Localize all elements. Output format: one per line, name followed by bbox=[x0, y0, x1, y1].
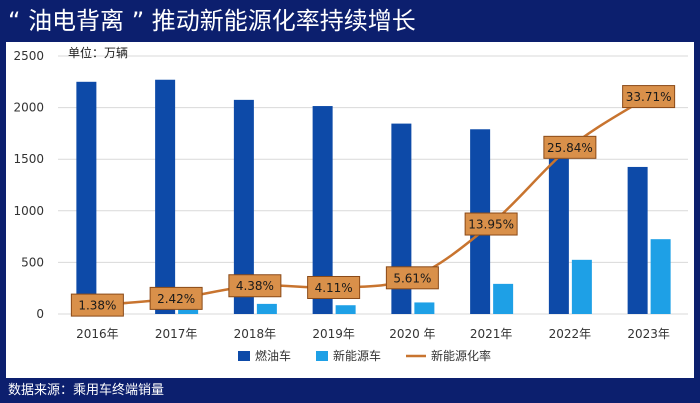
chart-panel: 0 500 1000 1500 2000 2500 2016年 2017年 2018年 2019年… bbox=[6, 42, 694, 378]
x-tick-label: 2016年 bbox=[76, 327, 119, 341]
legend-swatch-fuel bbox=[238, 351, 250, 361]
y-tick-label: 1000 bbox=[13, 204, 44, 218]
bar-fuel bbox=[233, 99, 254, 314]
data-label: 1.38% bbox=[78, 299, 116, 313]
data-label-box bbox=[307, 275, 361, 299]
bar-fuel bbox=[155, 79, 176, 315]
legend-label-nev: 新能源车 bbox=[333, 348, 381, 363]
data-source: 数据来源：乘用车终端销量 bbox=[8, 383, 165, 398]
data-label: 4.11% bbox=[315, 281, 353, 295]
bar-nev bbox=[335, 305, 356, 314]
x-tick-label: 2018年 bbox=[234, 327, 277, 341]
x-tick-label: 2019年 bbox=[312, 327, 355, 341]
x-tick-label: 2022年 bbox=[549, 327, 592, 341]
data-label-box bbox=[149, 286, 203, 310]
data-label: 2.42% bbox=[157, 292, 195, 306]
bar-fuel bbox=[627, 166, 648, 314]
data-label-box bbox=[622, 85, 676, 109]
y-tick-label: 2000 bbox=[13, 101, 44, 115]
bar-nev bbox=[650, 239, 671, 314]
data-label-box bbox=[543, 135, 597, 159]
bar-nev bbox=[414, 302, 435, 314]
y-tick-label: 0 bbox=[36, 307, 44, 321]
y-tick-label: 1500 bbox=[13, 152, 44, 166]
y-tick-label: 2500 bbox=[13, 49, 44, 63]
x-tick-label: 2017年 bbox=[155, 327, 198, 341]
data-label-box bbox=[385, 266, 439, 290]
data-label: 25.84% bbox=[547, 141, 593, 155]
legend-label-fuel: 燃油车 bbox=[255, 348, 291, 363]
bar-nev bbox=[493, 283, 514, 314]
bar-nev bbox=[178, 308, 199, 314]
legend-swatch-nev bbox=[316, 351, 328, 361]
data-label-box bbox=[70, 293, 124, 317]
x-tick-label: 2020 年 bbox=[389, 327, 435, 341]
bar-fuel bbox=[548, 158, 569, 314]
data-label-box bbox=[464, 212, 518, 236]
bar-fuel bbox=[312, 106, 333, 314]
bar-nev bbox=[256, 303, 277, 314]
y-tick-label: 500 bbox=[21, 255, 44, 269]
x-tick-label: 2021年 bbox=[470, 327, 513, 341]
bar-fuel bbox=[76, 81, 97, 314]
data-label: 33.71% bbox=[626, 90, 672, 104]
bar-nev bbox=[571, 259, 592, 314]
unit-label: 单位：万辆 bbox=[68, 46, 129, 60]
legend-label-rate: 新能源化率 bbox=[431, 348, 491, 363]
data-label: 4.38% bbox=[236, 279, 274, 293]
x-tick-label: 2023年 bbox=[627, 327, 670, 341]
data-label: 13.95% bbox=[468, 218, 514, 232]
chart: 0 500 1000 1500 2000 2500 2016年 2017年 2018年 2019年… bbox=[13, 49, 688, 363]
data-label: 5.61% bbox=[393, 271, 431, 285]
page-title: “ 油电背离 ” 推动新能源化率持续增长 bbox=[0, 0, 700, 42]
data-label-box bbox=[228, 274, 282, 298]
